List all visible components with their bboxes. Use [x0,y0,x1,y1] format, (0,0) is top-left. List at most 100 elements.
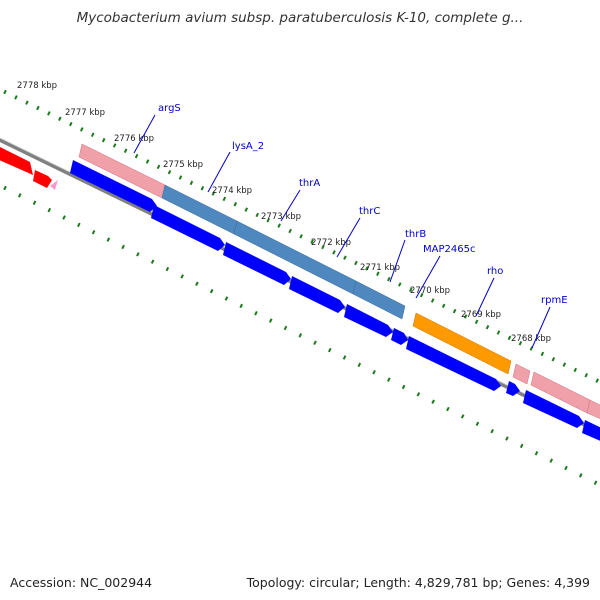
outer-tick [573,367,578,373]
inner-tick [209,288,214,294]
inner-tick [17,193,22,198]
outer-tick [189,180,194,186]
outer-tick [354,260,358,266]
outer-tick [112,143,117,148]
outer-tick [36,105,40,111]
inner-tick [283,325,288,331]
inner-tick [121,244,125,250]
kbp-label: 2775 kbp [163,160,203,170]
outer-tick [58,116,62,121]
kbp-label: 2774 kbp [212,186,252,196]
outer-tick [200,185,205,191]
gene-label-rpmE[interactable]: rpmE [541,295,568,306]
outer-tick [255,212,260,218]
inner-tick [3,185,7,191]
kbp-label: 2776 kbp [114,134,154,144]
gene-label-argS[interactable]: argS [158,103,181,114]
gene-red-left[interactable] [0,142,33,175]
reverse-strand-genes [70,160,600,445]
gene-label-rho[interactable]: rho [487,266,503,277]
inner-tick [77,222,81,228]
outer-tick [244,207,249,212]
leader-MAP2465c [415,255,441,299]
outer-tick [387,276,391,282]
outer-tick [222,196,227,202]
gene-thrC[interactable] [352,280,406,320]
gene-blue-arrow[interactable] [523,390,584,428]
outer-tick [518,340,523,346]
gene-red-small[interactable] [33,170,52,188]
kbp-label: 2771 kbp [360,263,400,273]
inner-tick [313,340,317,345]
gene-blue-arrow[interactable] [70,160,157,212]
outer-tick [343,255,347,260]
gene-blue-arrow[interactable] [223,242,291,285]
outer-tick [551,357,556,362]
inner-tick [416,392,421,397]
outer-tick [452,308,457,314]
gene-blue-arrow[interactable] [344,304,393,337]
inner-tick [47,207,52,213]
inner-tick [136,252,140,257]
gene-blue-arrow[interactable] [391,328,408,345]
kbp-label: 2773 kbp [261,212,301,222]
gene-blue-arrow[interactable] [506,381,520,396]
outer-tick [398,282,402,287]
outer-tick [47,111,51,116]
gene-rho[interactable] [512,363,531,385]
outer-tick [310,239,314,244]
outer-tick [321,244,325,250]
gene-MAP2465c[interactable] [412,312,512,375]
outer-tick [233,202,238,207]
kbp-label: 2772 kbp [311,238,351,248]
leader-rho [475,277,495,317]
inner-tick [239,303,243,309]
leader-lysA-2 [207,151,231,193]
inner-tick [327,347,332,353]
kbp-label: 2778 kbp [17,81,57,91]
accession-text: Accession: NC_002944 [10,575,153,590]
outer-tick [332,250,336,255]
gene-blue-arrow[interactable] [151,205,225,251]
outer-tick [376,271,380,276]
inner-tick [180,274,184,279]
outer-tick [178,175,183,180]
kbp-label: 2770 kbp [410,286,450,296]
inner-tick [534,451,539,456]
outer-tick [365,266,369,271]
inner-tick [401,384,406,390]
outer-tick [145,159,150,164]
gene-label-thrC[interactable]: thrC [359,206,380,217]
inner-tick [564,465,568,471]
gene-label-thrA[interactable]: thrA [299,178,320,189]
gene-pink-marker[interactable] [50,180,58,190]
inner-tick [298,333,303,338]
inner-tick [342,355,347,360]
inner-tick [519,443,524,449]
gene-blue-arrow[interactable] [582,420,600,445]
outer-tick [277,223,281,228]
inner-tick [578,473,583,478]
outer-tick [595,378,599,383]
outer-tick [69,121,73,127]
inner-tick [387,377,391,382]
leader-thrB [389,239,406,283]
outer-tick [3,89,7,95]
inner-tick [268,318,273,323]
gene-blue-arrow[interactable] [289,276,345,313]
gene-pink-right[interactable] [586,399,600,423]
outer-tick [408,287,413,293]
leader-rpmE [531,306,551,349]
gene-label-lysA-2[interactable]: lysA_2 [232,141,264,152]
outer-tick [485,324,490,330]
inner-tick [372,369,376,375]
gene-label-thrB[interactable]: thrB [405,229,426,240]
gene-blue-arrow[interactable] [406,336,501,391]
gene-label-MAP2465c[interactable]: MAP2465c [423,244,475,255]
kbp-label: 2769 kbp [461,310,501,320]
gene-label-leaders [133,114,551,349]
inner-tick [254,311,258,316]
outer-tick [101,137,106,143]
outer-tick [90,132,95,137]
outer-tick [496,330,501,335]
